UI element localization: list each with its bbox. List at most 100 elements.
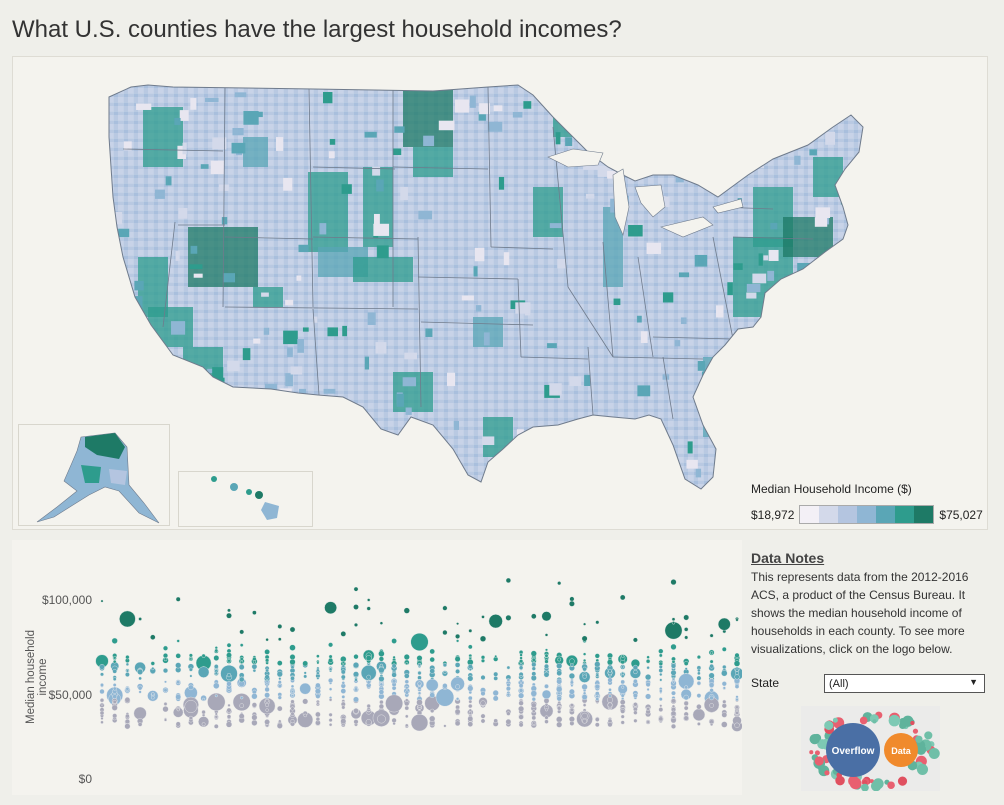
county-point[interactable]: [404, 700, 410, 707]
county-point[interactable]: [544, 702, 549, 707]
county-point[interactable]: [239, 629, 245, 635]
county-point[interactable]: [633, 702, 638, 707]
county-point[interactable]: [366, 674, 372, 680]
income-strip-chart[interactable]: Median household income $100,000 $50,000…: [12, 540, 742, 795]
county-point[interactable]: [251, 663, 258, 670]
county-point[interactable]: [671, 621, 676, 625]
county-point[interactable]: [277, 684, 282, 689]
county-point[interactable]: [519, 653, 523, 657]
county-point[interactable]: [544, 659, 549, 664]
county-point[interactable]: [265, 638, 269, 642]
county-point[interactable]: [202, 697, 206, 701]
county-point[interactable]: [671, 698, 676, 704]
county-point[interactable]: [480, 675, 486, 680]
county-point[interactable]: [138, 690, 142, 694]
county-point[interactable]: [721, 670, 728, 677]
county-point[interactable]: [391, 663, 397, 669]
county-point[interactable]: [240, 660, 244, 664]
county-point[interactable]: [531, 657, 536, 662]
county-point[interactable]: [518, 714, 524, 720]
county-point[interactable]: [265, 703, 270, 707]
county-point[interactable]: [226, 681, 232, 687]
county-point[interactable]: [227, 703, 231, 707]
county-point[interactable]: [405, 685, 409, 690]
county-point[interactable]: [119, 610, 136, 628]
county-point[interactable]: [721, 681, 727, 687]
county-point[interactable]: [645, 693, 652, 700]
county-point[interactable]: [201, 722, 206, 727]
county-point[interactable]: [290, 684, 295, 689]
county-point[interactable]: [506, 678, 511, 682]
county-point[interactable]: [468, 695, 473, 701]
county-point[interactable]: [315, 682, 321, 689]
county-point[interactable]: [606, 696, 614, 703]
county-point[interactable]: [570, 703, 574, 707]
county-point[interactable]: [290, 711, 295, 716]
county-point[interactable]: [138, 676, 142, 681]
county-point[interactable]: [735, 705, 739, 710]
county-point[interactable]: [112, 699, 117, 704]
county-point[interactable]: [709, 703, 714, 708]
county-point[interactable]: [595, 717, 600, 722]
county-point[interactable]: [302, 698, 309, 705]
county-point[interactable]: [188, 715, 193, 721]
county-point[interactable]: [506, 711, 511, 716]
county-point[interactable]: [735, 711, 739, 715]
county-point[interactable]: [391, 679, 397, 684]
county-point[interactable]: [582, 666, 587, 672]
county-point[interactable]: [518, 700, 524, 706]
county-point[interactable]: [467, 685, 474, 692]
county-point[interactable]: [442, 683, 448, 689]
county-point[interactable]: [721, 646, 727, 652]
county-point[interactable]: [531, 671, 537, 677]
county-point[interactable]: [442, 662, 448, 668]
county-point[interactable]: [354, 687, 358, 692]
county-point[interactable]: [456, 639, 460, 643]
county-point[interactable]: [722, 686, 726, 690]
county-point[interactable]: [454, 720, 461, 727]
county-point[interactable]: [671, 690, 676, 696]
county-point[interactable]: [670, 579, 677, 586]
county-point[interactable]: [683, 661, 689, 666]
county-point[interactable]: [112, 677, 117, 681]
county-point[interactable]: [544, 683, 549, 689]
county-point[interactable]: [299, 682, 311, 695]
county-point[interactable]: [518, 688, 524, 693]
county-point[interactable]: [541, 611, 552, 622]
county-point[interactable]: [659, 672, 663, 677]
county-point[interactable]: [416, 655, 423, 662]
county-point[interactable]: [493, 671, 499, 677]
county-point[interactable]: [353, 604, 359, 610]
county-point[interactable]: [595, 673, 600, 678]
county-point[interactable]: [328, 723, 333, 727]
county-point[interactable]: [595, 697, 600, 701]
county-point[interactable]: [519, 656, 523, 660]
county-point[interactable]: [544, 653, 549, 658]
county-point[interactable]: [519, 659, 524, 664]
county-point[interactable]: [734, 684, 740, 689]
county-point[interactable]: [709, 633, 714, 638]
county-point[interactable]: [541, 689, 552, 700]
county-point[interactable]: [188, 667, 193, 672]
county-point[interactable]: [354, 678, 358, 682]
county-point[interactable]: [569, 658, 575, 665]
county-point[interactable]: [671, 659, 676, 664]
county-point[interactable]: [684, 627, 689, 632]
scatter-plot-area[interactable]: [12, 540, 742, 795]
county-point[interactable]: [659, 704, 663, 708]
county-point[interactable]: [277, 624, 283, 629]
county-point[interactable]: [493, 718, 498, 724]
county-point[interactable]: [429, 692, 435, 699]
county-point[interactable]: [617, 684, 628, 694]
county-point[interactable]: [721, 721, 728, 728]
county-point[interactable]: [378, 689, 385, 695]
county-point[interactable]: [385, 694, 403, 713]
county-point[interactable]: [227, 608, 231, 613]
county-point[interactable]: [277, 637, 282, 641]
county-point[interactable]: [450, 676, 465, 691]
county-point[interactable]: [505, 718, 512, 725]
county-point[interactable]: [112, 686, 117, 691]
county-point[interactable]: [671, 715, 676, 719]
county-point[interactable]: [709, 688, 714, 693]
county-point[interactable]: [405, 714, 409, 719]
